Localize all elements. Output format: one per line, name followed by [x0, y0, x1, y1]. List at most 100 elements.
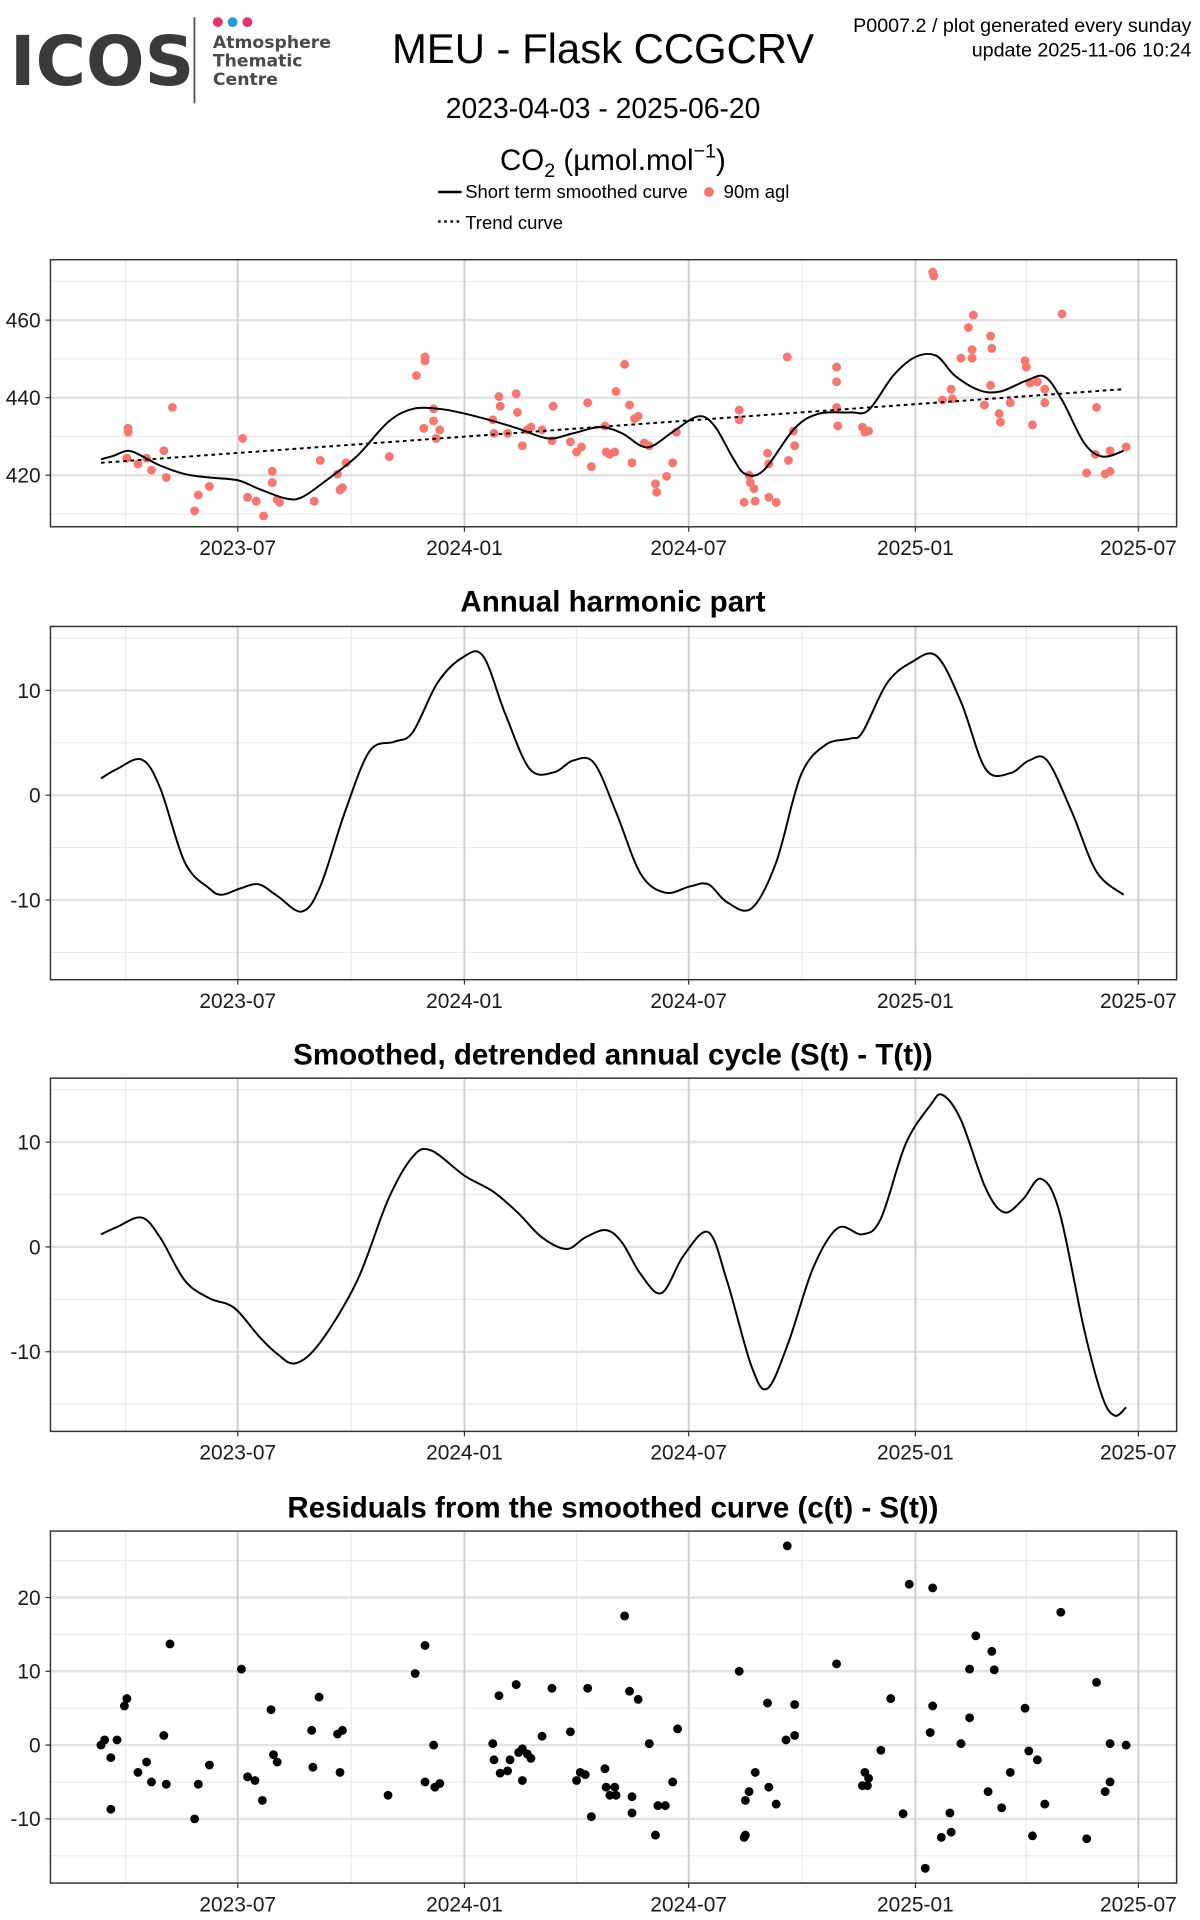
residual-point — [790, 1731, 800, 1740]
observation-point — [431, 433, 441, 443]
x-tick-label: 2024-07 — [650, 537, 727, 560]
unit-label: CO2 (µmol.mol−1) — [500, 141, 726, 183]
observation-point — [513, 407, 522, 417]
observation-point — [168, 402, 177, 412]
residual-point — [435, 1779, 445, 1788]
panel-title-detrended-cycle: Smoothed, detrended annual cycle (S(t) -… — [293, 1039, 933, 1072]
residual-point — [429, 1740, 439, 1750]
residual-point — [190, 1814, 200, 1824]
residual-point — [744, 1787, 754, 1797]
residual-point — [971, 1631, 981, 1641]
observation-point — [1032, 377, 1042, 387]
residual-point — [782, 1541, 792, 1551]
residual-point — [945, 1808, 955, 1818]
residual-point — [898, 1809, 908, 1819]
residual-point — [620, 1611, 630, 1621]
observation-point — [238, 433, 248, 443]
observation-point — [435, 425, 445, 435]
y-tick-label: -10 — [10, 1341, 40, 1364]
observation-point — [420, 356, 430, 366]
residual-point — [904, 1579, 914, 1589]
x-tick-label: 2025-01 — [877, 1442, 954, 1465]
residual-point — [876, 1745, 886, 1755]
residual-point — [583, 1683, 593, 1693]
observation-point — [864, 426, 874, 436]
residual-point — [338, 1725, 347, 1735]
residual-point — [489, 1755, 499, 1765]
observation-point — [611, 387, 621, 396]
observation-point — [275, 497, 285, 507]
observation-point — [517, 441, 527, 451]
observation-point — [565, 437, 575, 447]
x-tick-label: 2024-01 — [426, 537, 503, 560]
residual-point — [106, 1753, 116, 1763]
residual-point — [147, 1777, 156, 1787]
panel-title-annual-harmonic: Annual harmonic part — [460, 586, 765, 619]
residual-point — [965, 1664, 975, 1674]
panel-0: 420 440 460 2023-07 2024-01 2024-07 2025-01 202… — [6, 258, 1178, 560]
residual-point — [272, 1757, 282, 1767]
residual-point — [269, 1750, 278, 1760]
y-tick-label: 0 — [29, 1734, 41, 1757]
panel-border — [49, 258, 1178, 528]
residual-point — [862, 1781, 872, 1791]
residual-point — [1105, 1777, 1115, 1787]
legend-observations-label: 90m agl — [724, 181, 790, 202]
residual-point — [1032, 1755, 1042, 1765]
residual-point — [987, 1646, 997, 1656]
observation-point — [1121, 442, 1131, 452]
page-title: MEU - Flask CCGCRV — [392, 25, 814, 72]
residual-point — [494, 1691, 504, 1701]
observation-point — [489, 428, 499, 438]
observation-point — [495, 401, 505, 411]
observation-point — [1028, 420, 1037, 430]
residual-point — [1040, 1799, 1050, 1809]
unit-superscript: −1 — [694, 141, 716, 163]
observation-point — [315, 456, 325, 465]
residual-point — [832, 1659, 841, 1669]
observation-point — [259, 511, 269, 521]
logo-subtitle-line: Atmosphere — [213, 33, 331, 53]
residual-point — [1105, 1739, 1115, 1749]
residual-point — [547, 1683, 557, 1693]
residual-point — [946, 1827, 956, 1837]
observation-point — [967, 345, 977, 355]
residual-point — [1121, 1740, 1131, 1750]
residual-point — [161, 1779, 171, 1789]
info-line: P0007.2 / plot generated every sunday — [853, 15, 1191, 37]
residual-point — [257, 1795, 267, 1805]
observation-point — [610, 447, 620, 457]
observation-point — [511, 389, 521, 399]
x-tick-label: 2023-07 — [199, 537, 276, 560]
residual-point — [734, 1666, 744, 1676]
residual-point — [586, 1812, 596, 1822]
observation-point — [749, 484, 759, 494]
residual-point — [420, 1777, 430, 1787]
residual-point — [1028, 1831, 1037, 1841]
observation-point — [161, 473, 171, 482]
observation-point — [1040, 384, 1050, 394]
residual-point — [314, 1692, 324, 1702]
observation-point — [419, 423, 429, 433]
legend-smoothed-label: Short term smoothed curve — [465, 181, 688, 202]
observation-point — [627, 458, 637, 468]
y-tick-label: 460 — [6, 310, 41, 333]
observation-point — [133, 459, 143, 469]
observation-point — [946, 384, 956, 394]
residual-point — [660, 1801, 670, 1811]
observation-point — [784, 456, 793, 465]
panel-border — [49, 1530, 1178, 1884]
observation-point — [739, 497, 749, 507]
observation-point — [987, 344, 997, 353]
residual-point — [165, 1639, 175, 1649]
observation-point — [782, 352, 792, 362]
update-timestamp: update 2025-11-06 10:24 — [972, 40, 1192, 62]
panel-border — [49, 625, 1178, 981]
logo-dot-icon — [212, 17, 223, 28]
observation-point — [1082, 468, 1092, 478]
observation-point — [652, 487, 662, 497]
x-tick-label: 2025-01 — [877, 537, 954, 560]
unit-paren: (µmol.mol — [555, 144, 693, 177]
residual-point — [983, 1787, 993, 1797]
